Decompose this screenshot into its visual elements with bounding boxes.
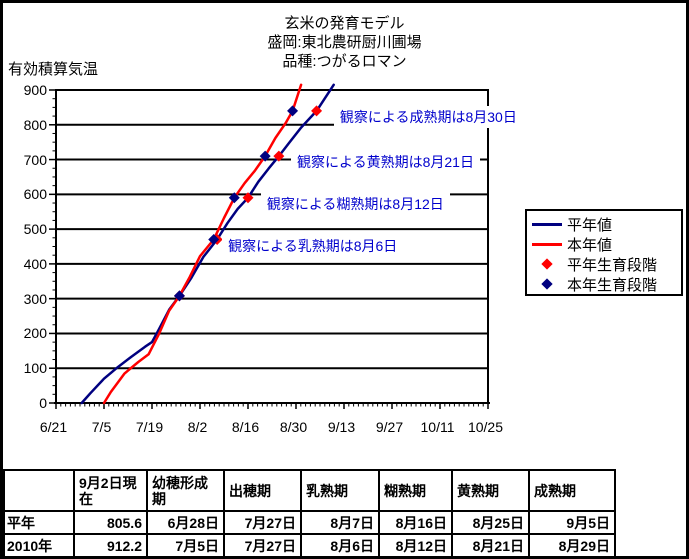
x-tick-label-8/2: 8/2	[187, 419, 208, 435]
legend-diamond-icon	[527, 278, 567, 290]
table-cell: 805.6	[73, 510, 148, 535]
table-cell: 7月5日	[146, 533, 225, 558]
legend-label: 本年生育段階	[567, 276, 658, 294]
legend-item-平年生育段階: 平年生育段階	[527, 254, 681, 274]
annotation-0: 観察による乳熟期は8月6日	[222, 234, 404, 257]
table-header-乳熟期: 乳熟期	[300, 469, 380, 512]
table-cell: 7月27日	[223, 533, 302, 558]
x-tick-label-6/21: 6/21	[39, 419, 68, 435]
table-row-平年: 平年 805.6 6月28日 7月27日 8月7日 8月16日 8月25日 9月5日	[3, 510, 616, 535]
chart-legend: 平年値本年値平年生育段階 本年生育段階	[525, 209, 683, 296]
table-cell: 8月29日	[528, 533, 616, 558]
table-cell: 6月28日	[146, 510, 225, 535]
y-tick-label-500: 500	[23, 221, 47, 238]
y-tick-label-900: 900	[23, 82, 47, 98]
row-label: 平年	[3, 510, 75, 535]
table-header-出穂期: 出穂期	[223, 469, 302, 512]
marker-diamond-本年生育段階	[208, 234, 220, 246]
y-tick-label-200: 200	[23, 325, 47, 342]
table-header-9月2日現在: 9月2日現在	[73, 469, 148, 512]
annotation-3: 観察による成熟期は8月30日	[333, 105, 523, 128]
x-tick-label-7/5: 7/5	[91, 419, 112, 435]
line-swatch	[532, 222, 562, 226]
table-cell: 8月6日	[300, 533, 380, 558]
x-tick-label-8/30: 8/30	[279, 419, 308, 435]
table-header-row: 9月2日現在 幼穂形成期 出穂期 乳熟期 糊熟期 黄熟期 成熟期	[3, 469, 616, 512]
table-cell: 9月5日	[528, 510, 616, 535]
table-cell: 7月27日	[223, 510, 302, 535]
x-tick-label-8/16: 8/16	[231, 419, 260, 435]
y-tick-label-600: 600	[23, 186, 47, 203]
table-cell: 8月25日	[451, 510, 530, 535]
y-tick-label-100: 100	[23, 360, 47, 377]
legend-item-本年値: 本年値	[527, 234, 681, 254]
table-cell: 8月7日	[300, 510, 380, 535]
x-tick-label-7/19: 7/19	[135, 419, 164, 435]
y-tick-label-800: 800	[23, 116, 47, 133]
marker-diamond-平年生育段階	[311, 105, 323, 117]
table-header-幼穂形成期: 幼穂形成期	[146, 469, 225, 512]
legend-line-sample	[527, 242, 567, 246]
legend-diamond-icon	[527, 258, 567, 270]
legend-label: 平年値	[567, 216, 613, 234]
marker-diamond-平年生育段階	[273, 150, 285, 162]
y-tick-label-400: 400	[23, 255, 47, 272]
y-axis-caption: 有効積算気温	[8, 61, 99, 78]
legend-items: 平年値本年値平年生育段階 本年生育段階	[527, 214, 681, 294]
y-tick-label-700: 700	[23, 151, 47, 168]
table-header-黄熟期: 黄熟期	[451, 469, 530, 512]
chart-title-line2: 盛岡:東北農研厨川圃場	[267, 34, 422, 51]
legend-label: 平年生育段階	[567, 256, 658, 274]
table-cell: 8月12日	[378, 533, 453, 558]
x-tick-label-10/25: 10/25	[467, 419, 504, 435]
y-tick-label-300: 300	[23, 290, 47, 307]
x-tick-label-9/13: 9/13	[327, 419, 356, 435]
chart-title-line3: 品種:つがるロマン	[282, 53, 407, 70]
table-cell: 8月21日	[451, 533, 530, 558]
annotation-2: 観察による黄熟期は8月21日	[291, 151, 480, 174]
series-line-平年値	[80, 83, 335, 405]
marker-diamond-本年生育段階	[287, 105, 299, 117]
table-corner-cell	[3, 469, 75, 512]
annotation-1: 観察による糊熟期は8月12日	[260, 192, 450, 215]
chart-title-line1: 玄米の発育モデル	[284, 15, 405, 32]
legend-item-平年値: 平年値	[527, 214, 681, 234]
marker-diamond-平年生育段階	[242, 192, 254, 204]
row-label: 2010年	[3, 533, 75, 558]
line-chart-plot	[49, 83, 490, 409]
legend-label: 本年値	[567, 236, 613, 254]
table-header-成熟期: 成熟期	[528, 469, 616, 512]
table-cell: 8月16日	[378, 510, 453, 535]
x-tick-label-10/11: 10/11	[420, 419, 455, 435]
marker-diamond-本年生育段階	[173, 290, 185, 302]
table-row-2010年: 2010年 912.2 7月5日 7月27日 8月6日 8月12日 8月21日 8月29日	[3, 533, 616, 558]
diamond-swatch	[541, 258, 553, 270]
series-line-本年値	[102, 83, 303, 405]
marker-diamond-本年生育段階	[259, 150, 271, 162]
growth-stage-table: 9月2日現在 幼穂形成期 出穂期 乳熟期 糊熟期 黄熟期 成熟期 平年 805.6 6月28日 7月…	[3, 469, 616, 558]
marker-diamond-本年生育段階	[228, 192, 240, 204]
table-cell: 912.2	[73, 533, 148, 558]
legend-item-本年生育段階: 本年生育段階	[527, 274, 681, 294]
legend-line-sample	[527, 222, 567, 226]
y-tick-label-0: 0	[39, 395, 47, 411]
chart-title-block: 玄米の発育モデル 盛岡:東北農研厨川圃場 品種:つがるロマン	[0, 14, 689, 71]
diamond-swatch	[541, 278, 553, 290]
line-swatch	[532, 242, 562, 246]
table-header-糊熟期: 糊熟期	[378, 469, 453, 512]
x-tick-label-9/27: 9/27	[375, 419, 404, 435]
